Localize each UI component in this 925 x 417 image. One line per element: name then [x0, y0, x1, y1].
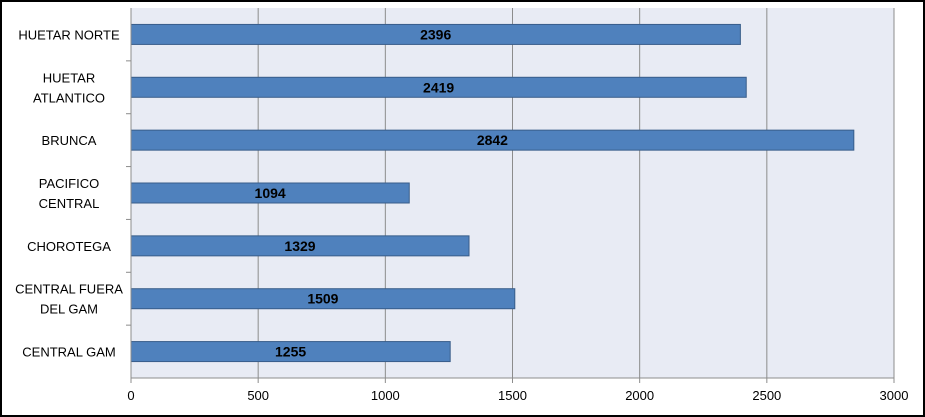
category-label: BRUNCA [42, 133, 97, 148]
category-label: CENTRAL FUERA [15, 282, 123, 297]
x-tick-labels: 0 500 1000 1500 2000 2500 3000 [127, 388, 908, 403]
x-tick-label: 1500 [498, 388, 527, 403]
category-label: CENTRAL [39, 196, 100, 211]
x-tick-label: 1000 [371, 388, 400, 403]
x-tick-label: 0 [127, 388, 134, 403]
data-label: 2842 [477, 132, 508, 148]
data-label: 2396 [420, 26, 451, 42]
x-tick-label: 2000 [625, 388, 654, 403]
category-label: HUETAR NORTE [18, 27, 120, 42]
x-tick-label: 500 [247, 388, 269, 403]
x-tick-label: 2500 [752, 388, 781, 403]
axes [126, 8, 895, 383]
data-label: 1094 [255, 185, 286, 201]
data-label: 1329 [284, 238, 315, 254]
category-label: PACIFICO [39, 176, 99, 191]
category-label: DEL GAM [40, 302, 98, 317]
category-label: CHOROTEGA [27, 239, 111, 254]
data-labels: 2396 2419 2842 1094 1329 1509 1255 [255, 26, 509, 359]
category-label: HUETAR [43, 70, 95, 85]
category-label: ATLANTICO [33, 90, 105, 105]
category-labels: HUETAR NORTE HUETAR ATLANTICO BRUNCA PACIFIC… [15, 27, 123, 359]
category-label: CENTRAL GAM [22, 345, 115, 360]
data-label: 2419 [423, 79, 454, 95]
x-tick-label: 3000 [880, 388, 909, 403]
data-label: 1509 [307, 291, 338, 307]
data-label: 1255 [275, 344, 306, 360]
